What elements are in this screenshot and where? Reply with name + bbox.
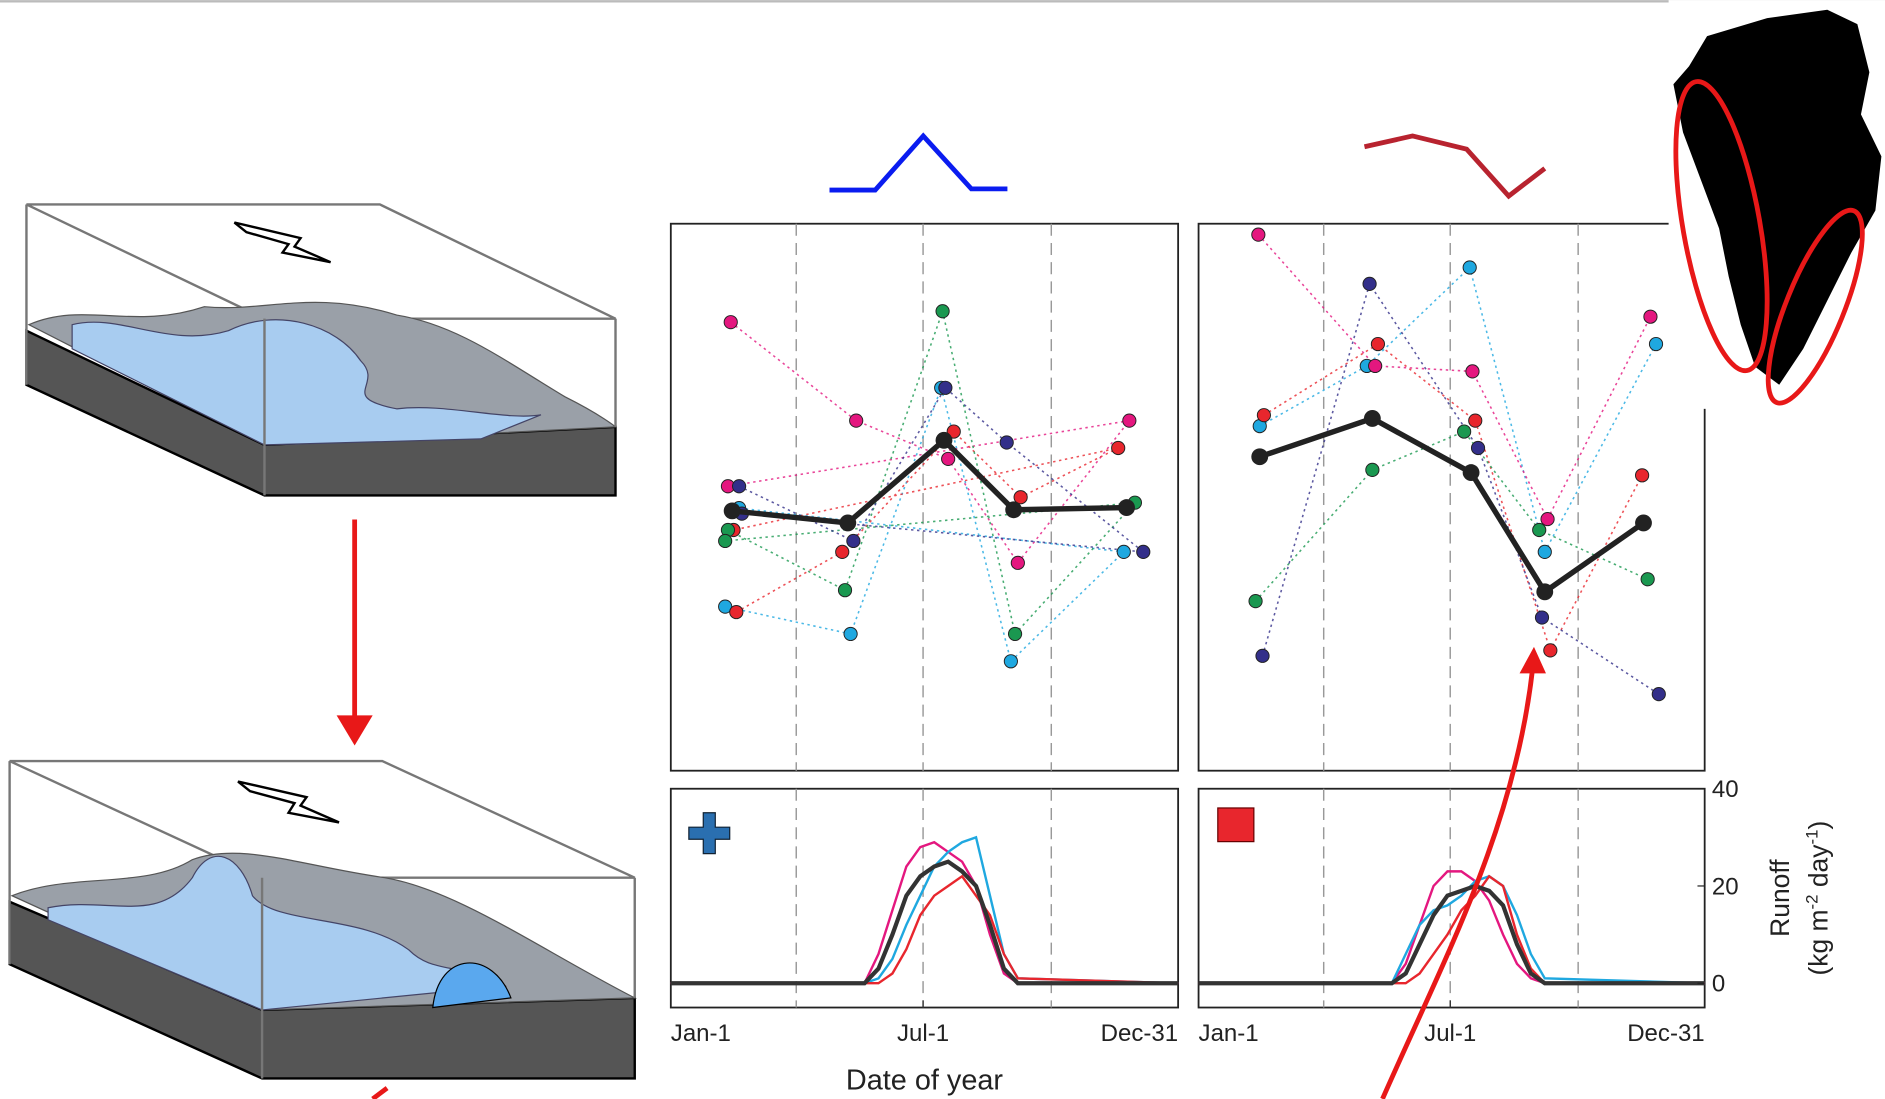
data-point xyxy=(846,533,861,549)
data-point xyxy=(1111,440,1126,456)
data-point xyxy=(1651,687,1666,702)
x-tick-label: Dec-31 xyxy=(1101,1020,1178,1047)
mean-point xyxy=(839,514,857,532)
data-point xyxy=(843,626,858,642)
data-point xyxy=(1136,544,1151,559)
data-point xyxy=(1462,260,1477,275)
data-point xyxy=(1010,555,1025,570)
data-point xyxy=(1470,440,1486,456)
data-point xyxy=(1543,643,1558,658)
data-point xyxy=(837,583,853,598)
x-tick-label: Jan-1 xyxy=(1199,1020,1259,1047)
data-point xyxy=(1013,490,1028,505)
x-tick-label: Dec-31 xyxy=(1627,1020,1704,1047)
unit-exponent: -2 xyxy=(1803,894,1822,909)
unit-text: day xyxy=(1803,844,1833,895)
mean-point xyxy=(1005,501,1023,519)
data-point xyxy=(849,413,864,428)
trend-sketch xyxy=(1363,133,1547,200)
greenland-map xyxy=(1668,0,1885,409)
block-diagram-after xyxy=(8,759,638,1080)
runoff-line xyxy=(670,859,1179,986)
arrow-head xyxy=(1519,646,1546,674)
data-point xyxy=(935,304,950,319)
data-point xyxy=(938,380,953,395)
x-tick-label: Jul-1 xyxy=(1424,1020,1476,1047)
data-point xyxy=(718,533,733,549)
data-point xyxy=(1465,364,1480,379)
data-point xyxy=(999,435,1014,450)
arrow-head xyxy=(336,715,373,746)
data-point xyxy=(729,604,744,620)
connector-line xyxy=(1263,343,1643,653)
data-point xyxy=(723,315,738,330)
x-tick-label: Jul-1 xyxy=(897,1020,949,1047)
y-tick-label: 40 xyxy=(1712,776,1739,803)
data-point xyxy=(732,479,747,494)
trend-sketch xyxy=(829,132,1008,193)
plots: Jan-1 Jul-1 Dec-31 Date of year Jan-1 Jul-1 De… xyxy=(669,222,1834,1096)
plot-frame xyxy=(1197,222,1706,772)
plot-frame xyxy=(669,787,1180,1009)
mean-point xyxy=(723,502,741,520)
data-point xyxy=(1532,522,1547,538)
mean-point xyxy=(1462,464,1480,482)
y-tick-label: 20 xyxy=(1712,873,1739,900)
data-point xyxy=(1648,336,1664,352)
plot-frame xyxy=(669,222,1180,772)
arrow xyxy=(1380,667,1536,1099)
plus-icon xyxy=(688,812,731,855)
mean-point xyxy=(935,431,953,449)
mean-point xyxy=(1635,514,1652,532)
y-axis-units: (kg m-2 day-1) xyxy=(1803,821,1834,976)
x-tick-label: Jan-1 xyxy=(671,1020,731,1047)
mean-point xyxy=(1251,448,1269,466)
connector-line xyxy=(727,321,1132,565)
runoff-line xyxy=(1198,870,1705,985)
mean-point xyxy=(1363,410,1381,427)
arrow xyxy=(371,1086,389,1099)
data-point xyxy=(1362,276,1377,291)
y-axis-label: Runoff xyxy=(1765,859,1795,937)
data-point xyxy=(1122,413,1137,428)
mean-point xyxy=(1118,499,1135,517)
connector-line xyxy=(733,430,1119,613)
data-point xyxy=(1003,654,1018,669)
mean-point xyxy=(1536,583,1554,601)
data-point xyxy=(1540,511,1555,527)
block-diagram-before xyxy=(25,203,618,497)
data-point xyxy=(1643,309,1658,324)
data-point xyxy=(835,544,850,559)
unit-text: (kg m xyxy=(1803,909,1833,975)
data-point xyxy=(1640,572,1655,587)
data-point xyxy=(1251,227,1266,242)
unit-text: ) xyxy=(1803,821,1833,830)
square-icon xyxy=(1217,807,1255,843)
data-point xyxy=(1457,424,1472,439)
x-axis-label: Date of year xyxy=(846,1064,1004,1096)
data-point xyxy=(1635,468,1650,483)
data-point xyxy=(941,451,956,467)
data-point xyxy=(1255,648,1270,663)
data-point xyxy=(1256,408,1272,423)
plot-frame xyxy=(1197,787,1706,1009)
runoff-line xyxy=(1198,883,1705,986)
runoff-line xyxy=(670,874,1179,985)
data-point xyxy=(1116,544,1131,559)
data-point xyxy=(1248,594,1263,609)
data-point xyxy=(1370,336,1386,352)
unit-exponent: -1 xyxy=(1803,830,1822,845)
data-point xyxy=(1534,610,1550,625)
data-point xyxy=(1368,358,1383,374)
data-point xyxy=(946,424,961,439)
data-point xyxy=(1007,626,1023,642)
data-point xyxy=(1537,544,1552,559)
data-point xyxy=(718,599,733,614)
data-point xyxy=(1365,462,1380,477)
data-point xyxy=(1468,413,1483,428)
y-tick-label: 0 xyxy=(1712,971,1725,998)
